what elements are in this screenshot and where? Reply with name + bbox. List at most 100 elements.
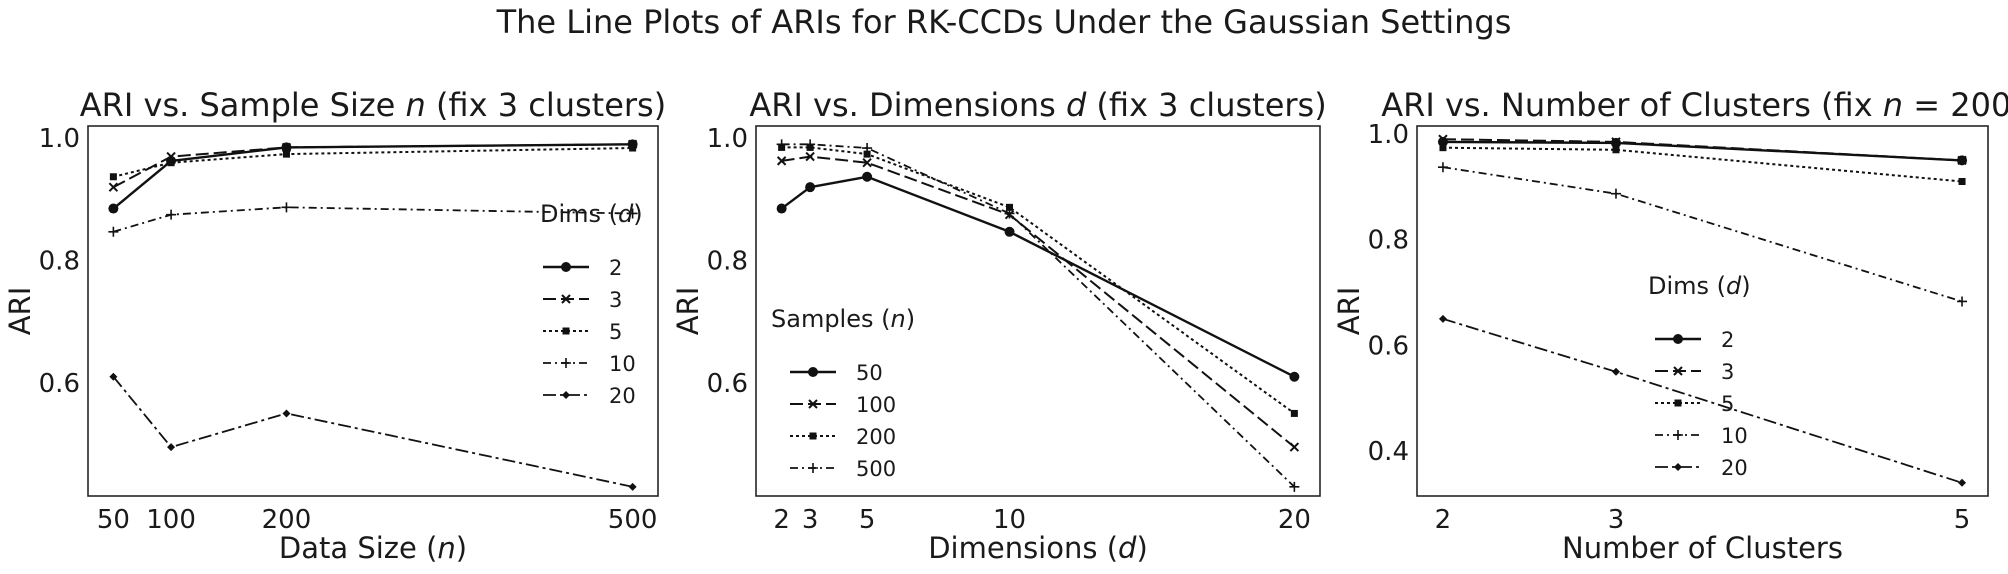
x-tick-label: 10: [993, 505, 1026, 535]
chart-title: ARI vs. Number of Clusters (fix n = 200): [1381, 86, 2008, 124]
legend: Samples (n) 50 100 200 500: [771, 305, 915, 481]
series-line: [781, 155, 1296, 448]
legend-label: 2: [609, 256, 622, 280]
series-10: [108, 202, 638, 237]
series-line: [1442, 318, 1963, 484]
data-point: [863, 150, 871, 158]
x-tick-label: 3: [802, 505, 819, 535]
legend-marker: [1674, 463, 1682, 471]
data-point: [1611, 367, 1620, 376]
legend-marker: [808, 463, 818, 473]
legend-marker: [561, 262, 571, 272]
data-point: [281, 142, 292, 153]
data-point: [108, 182, 119, 192]
data-point: [627, 208, 638, 219]
plot-area-frame: [1416, 125, 1989, 497]
x-tick-label: 3: [1608, 505, 1625, 535]
legend-marker: [1673, 430, 1683, 440]
data-point: [1290, 409, 1298, 417]
chart-panel-2: ARI vs. Dimensions d (fix 3 clusters) 0.6…: [671, 86, 1327, 565]
series-5: [109, 144, 637, 181]
data-point: [1289, 371, 1300, 382]
series-line: [113, 147, 633, 178]
data-point: [1957, 155, 1967, 166]
data-point: [776, 139, 787, 150]
legend-label: 10: [1721, 424, 1748, 448]
x-axis-label: Number of Clusters: [1562, 531, 1843, 565]
series-100: [776, 151, 1300, 452]
legend-title: Dims (d): [1648, 272, 1751, 300]
data-point: [776, 156, 787, 166]
data-point: [1610, 188, 1621, 199]
legend-label: 3: [1721, 360, 1734, 384]
legend-label: 100: [856, 393, 896, 417]
figure-suptitle: The Line Plots of ARIs for RK-CCDs Under…: [496, 3, 1512, 41]
series-500: [776, 139, 1300, 492]
data-point: [1958, 178, 1966, 185]
data-point: [108, 203, 119, 214]
x-axis-label: Data Size (n): [279, 531, 467, 565]
legend-label: 500: [856, 457, 896, 481]
legend-marker: [1674, 399, 1682, 407]
legend-marker: [562, 327, 570, 335]
chart-panel-3: ARI vs. Number of Clusters (fix n = 200)…: [1332, 86, 2008, 565]
x-tick-label: 5: [1954, 505, 1971, 535]
y-axis-label: ARI: [671, 287, 705, 336]
legend-label: 50: [856, 361, 883, 385]
chart-title: ARI vs. Sample Size n (fix 3 clusters): [80, 86, 666, 124]
data-point: [805, 182, 816, 193]
legend-marker: [562, 391, 570, 399]
x-tick-label: 50: [97, 505, 130, 535]
data-point: [1957, 296, 1968, 307]
series-3: [1438, 134, 1967, 166]
series-50: [776, 171, 1300, 382]
y-tick-label: 1.0: [39, 124, 80, 154]
y-tick-label: 0.4: [1368, 437, 1409, 467]
data-point: [109, 173, 117, 181]
legend-marker: [1673, 334, 1683, 344]
y-axis-label: ARI: [1332, 287, 1366, 336]
legend-title: Dims (d): [540, 200, 643, 228]
legend-marker: [1673, 366, 1683, 376]
data-point: [862, 171, 873, 182]
series-20: [1438, 314, 1967, 487]
series-line: [112, 376, 633, 488]
y-tick-label: 1.0: [1368, 120, 1409, 150]
legend-marker: [808, 367, 818, 377]
data-point: [1438, 314, 1447, 323]
series-3: [108, 139, 638, 192]
data-point: [862, 143, 873, 154]
chart-title: ARI vs. Dimensions d (fix 3 clusters): [749, 86, 1326, 124]
x-tick-label: 200: [262, 505, 312, 535]
data-point: [281, 202, 292, 213]
legend-label: 5: [1721, 392, 1734, 416]
data-point: [1437, 162, 1448, 173]
legend-title: Samples (n): [771, 305, 915, 333]
legend-marker: [808, 399, 818, 409]
legend-label: 3: [609, 288, 622, 312]
y-tick-label: 0.8: [707, 247, 748, 277]
series-line: [780, 175, 1295, 378]
legend-label: 5: [609, 320, 622, 344]
x-tick-label: 5: [859, 505, 876, 535]
chart-panel-1: ARI vs. Sample Size n (fix 3 clusters) 0.…: [3, 86, 666, 565]
data-point: [1438, 134, 1448, 144]
legend-marker: [809, 432, 817, 440]
data-point: [1289, 442, 1300, 452]
data-point: [805, 151, 815, 162]
data-point: [1006, 203, 1014, 211]
data-point: [628, 482, 637, 491]
data-point: [1612, 146, 1620, 154]
legend-label: 20: [1721, 456, 1748, 480]
series-10: [1437, 162, 1968, 307]
x-tick-label: 2: [1435, 505, 1452, 535]
legend-label: 20: [609, 384, 636, 408]
data-point: [1958, 478, 1967, 487]
x-tick-label: 100: [146, 505, 196, 535]
legend: Dims (d) 2 3 5 10 20: [1648, 272, 1751, 480]
legend-marker: [561, 358, 571, 368]
data-point: [282, 150, 290, 158]
data-point: [1611, 137, 1621, 147]
legend: Dims (d) 2 3 5 10 20: [540, 200, 643, 408]
